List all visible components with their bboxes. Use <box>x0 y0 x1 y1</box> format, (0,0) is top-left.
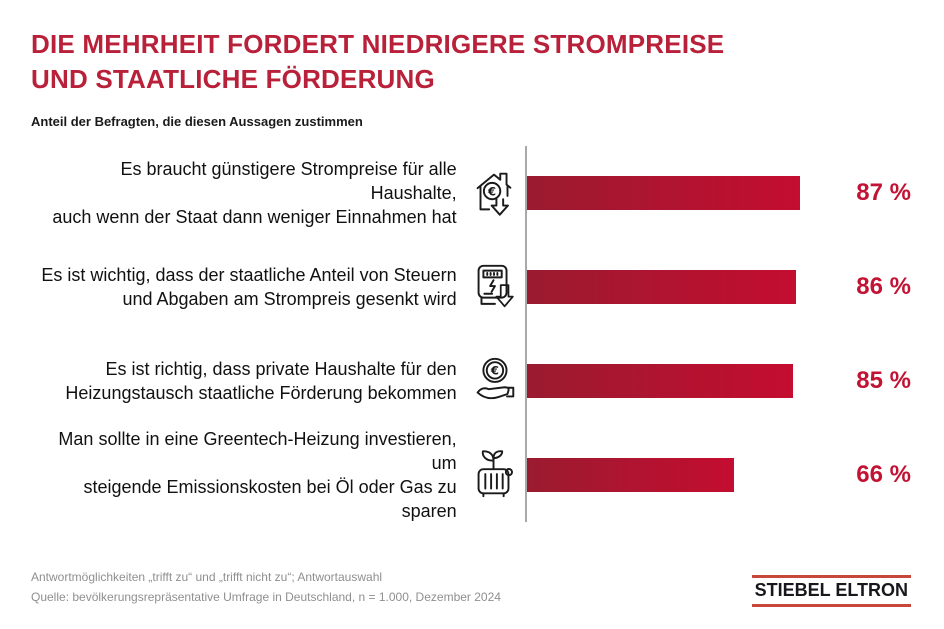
bar-area: 87 % <box>525 146 911 240</box>
bar-greentech <box>527 458 734 492</box>
bar-track <box>527 176 840 210</box>
bar-chart: Es braucht günstigere Strompreise für al… <box>31 146 911 522</box>
bar-track <box>527 458 840 492</box>
bar-strompreise <box>527 176 800 210</box>
svg-text:€: € <box>490 364 499 378</box>
bar-value-label: 85 % <box>856 367 911 394</box>
bar-foerderung <box>527 364 794 398</box>
electricity-meter-price-down-icon <box>463 260 526 314</box>
page-title-line2: UND STAATLICHE FÖRDERUNG <box>31 64 435 94</box>
house-euro-price-down-icon: € <box>463 166 526 220</box>
source-note: Quelle: bevölkerungsrepräsentative Umfra… <box>31 590 501 604</box>
bar-area: 86 % <box>525 240 911 334</box>
statement-label: Es ist wichtig, dass der staatliche Ante… <box>41 265 457 309</box>
stiebel-eltron-logo-text: STIEBEL ELTRON <box>754 580 908 600</box>
bar-value-label: 66 % <box>856 461 911 488</box>
bar-track <box>527 270 840 304</box>
greentech-heater-plant-icon <box>463 448 526 502</box>
chart-row-greentech: Man sollte in eine Greentech-Heizung inv… <box>31 428 911 522</box>
bar-steuern <box>527 270 797 304</box>
bar-track <box>527 364 840 398</box>
euro-coin-in-hand-icon: € <box>463 354 526 408</box>
chart-row-steuern: Es ist wichtig, dass der staatliche Ante… <box>31 240 911 334</box>
svg-text:€: € <box>487 184 496 198</box>
page-title-line1: DIE MEHRHEIT FORDERT NIEDRIGERE STROMPRE… <box>31 29 725 59</box>
bar-value-label: 86 % <box>856 273 911 300</box>
chart-row-foerderung: Es ist richtig, dass private Haushalte f… <box>31 334 911 428</box>
footer-notes: Antwortmöglichkeiten „trifft zu“ und „tr… <box>31 567 501 607</box>
bar-area: 66 % <box>525 428 911 522</box>
statement-label: Es ist richtig, dass private Haushalte f… <box>65 359 457 403</box>
stiebel-eltron-logo: STIEBEL ELTRON <box>751 575 911 607</box>
bar-value-label: 87 % <box>856 179 911 206</box>
chart-subtitle: Anteil der Befragten, die diesen Aussage… <box>31 114 363 129</box>
answer-options-note: Antwortmöglichkeiten „trifft zu“ und „tr… <box>31 570 383 584</box>
bar-area: 85 % <box>525 334 911 428</box>
statement-label: Es braucht günstigere Strompreise für al… <box>52 159 457 227</box>
page-title: DIE MEHRHEIT FORDERT NIEDRIGERE STROMPRE… <box>31 27 911 97</box>
statement-label: Man sollte in eine Greentech-Heizung inv… <box>58 429 457 521</box>
chart-row-strompreise: Es braucht günstigere Strompreise für al… <box>31 146 911 240</box>
